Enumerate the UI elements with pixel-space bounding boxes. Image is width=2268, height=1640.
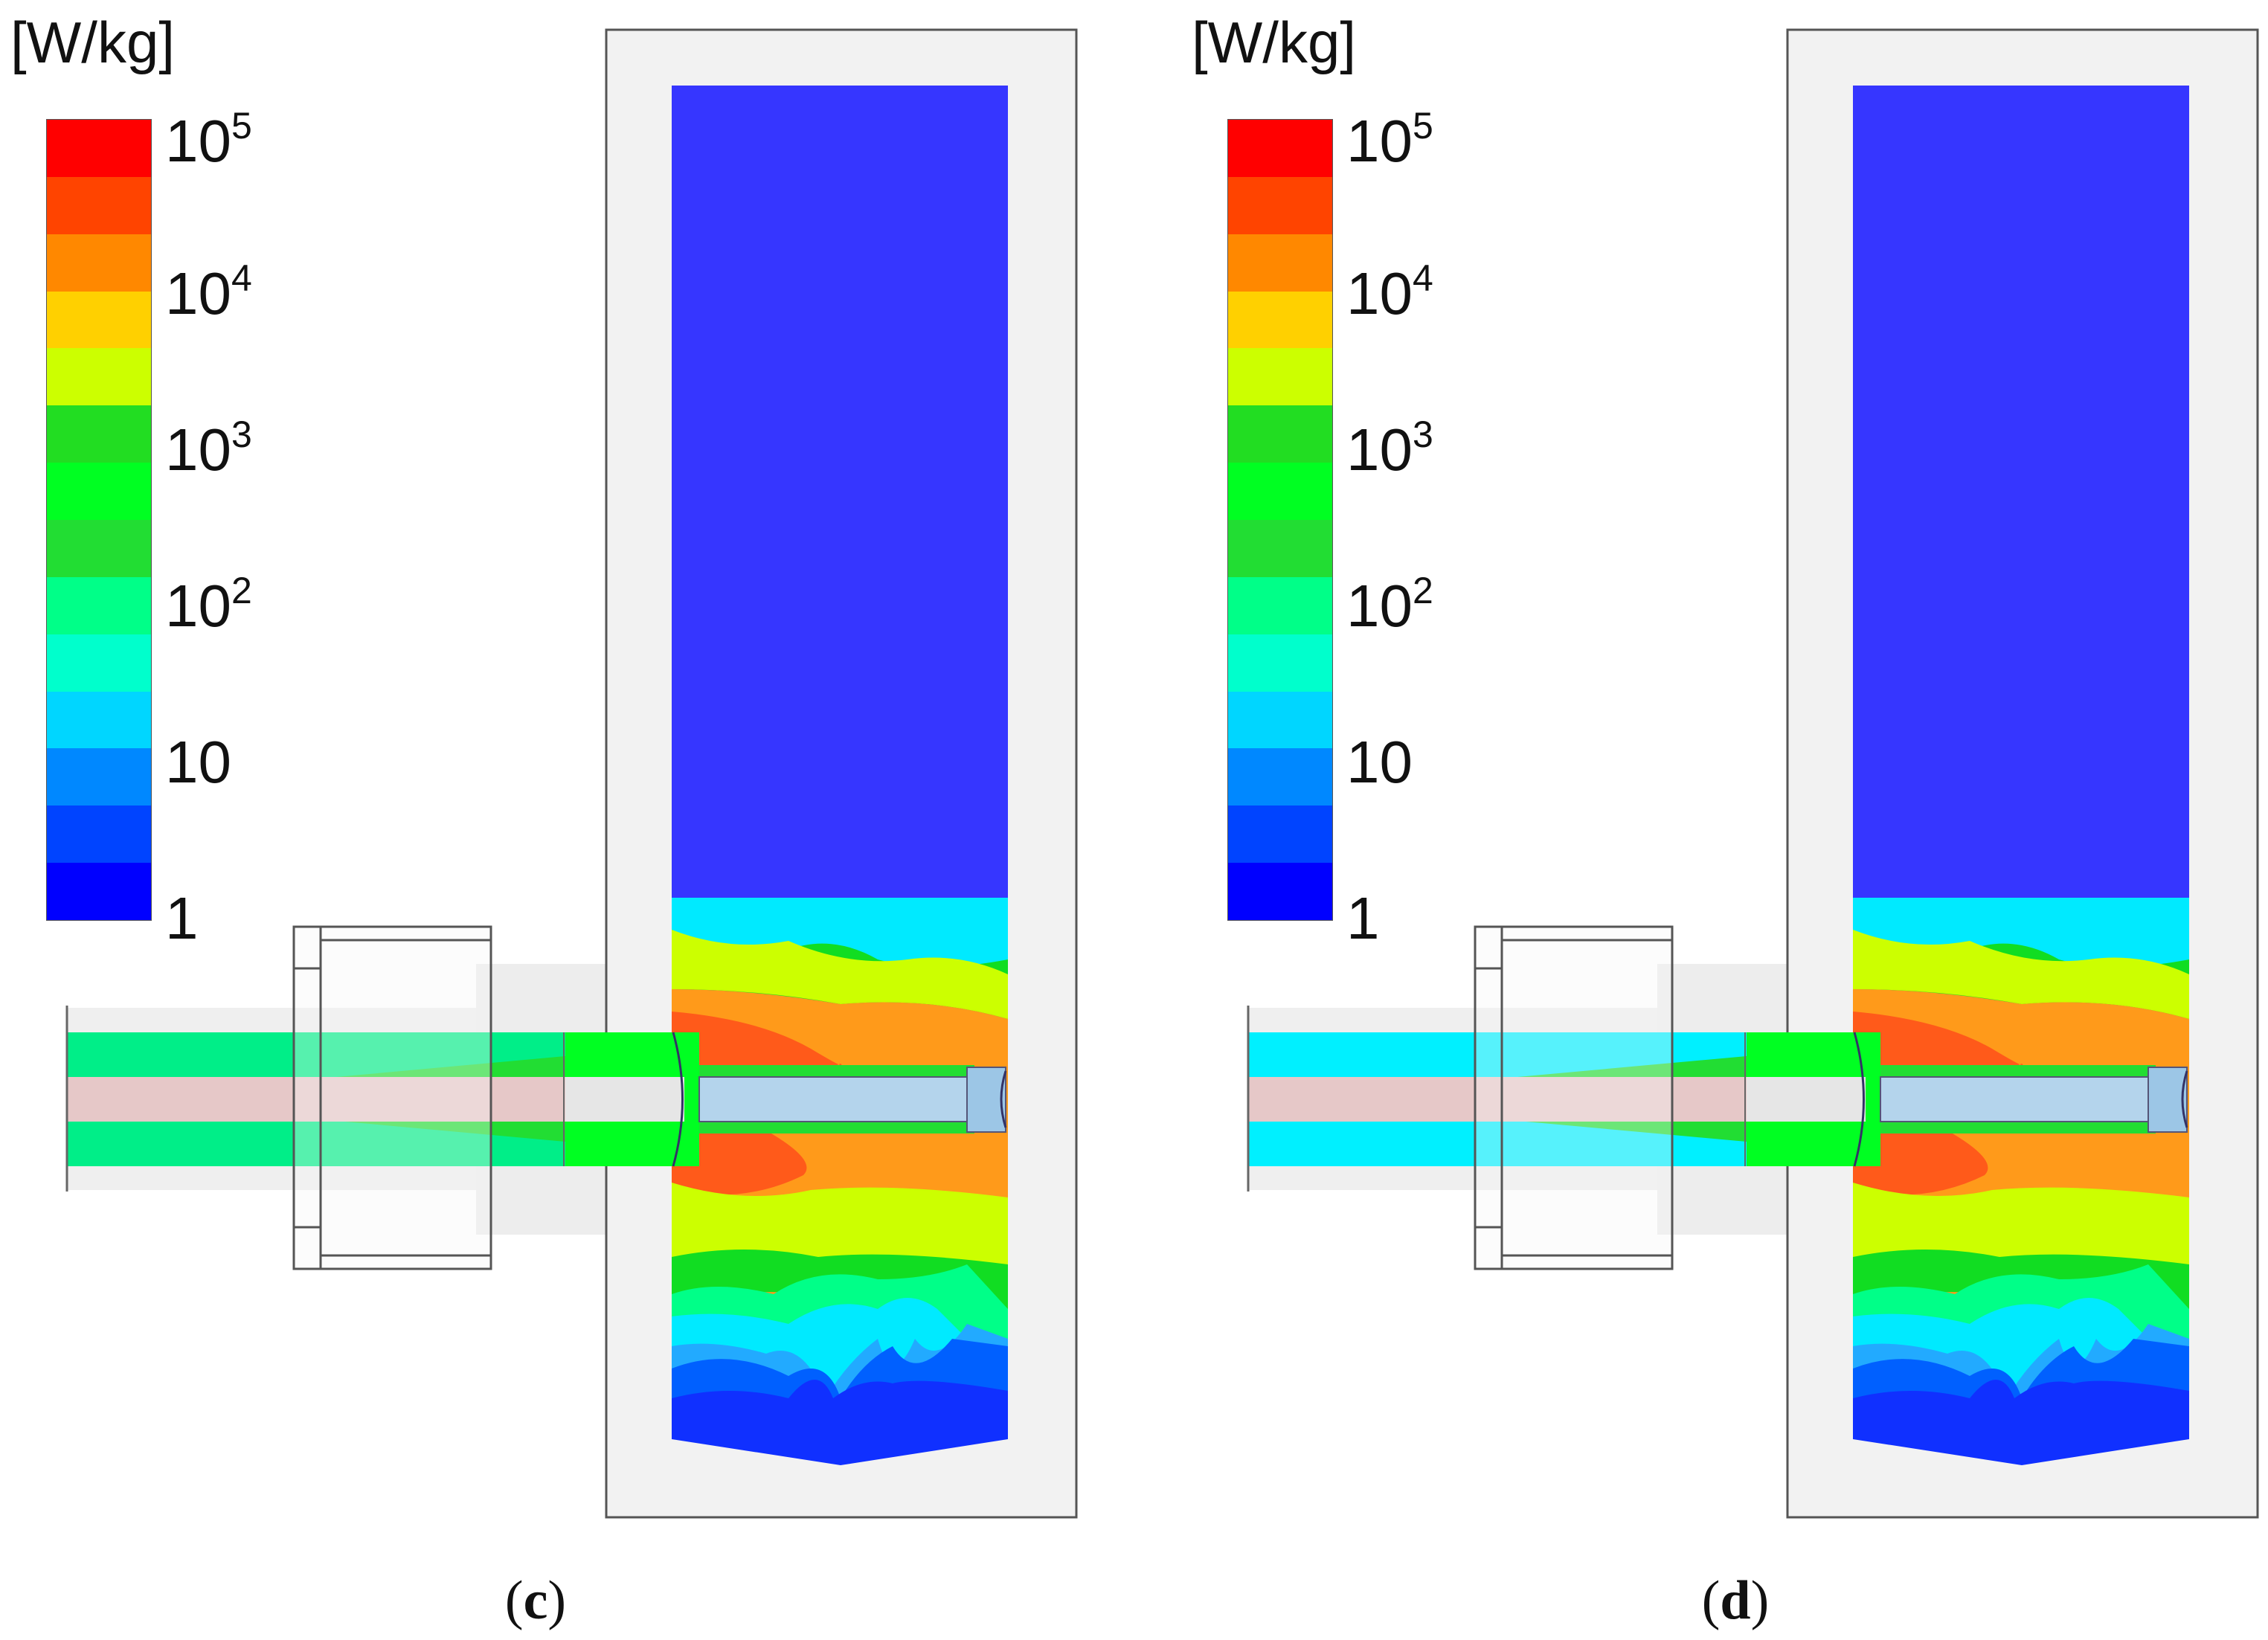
colorbar-step [47, 405, 151, 463]
colorbar-step [47, 576, 151, 634]
colorbar-step [1228, 234, 1332, 292]
tick-exponent: 5 [231, 105, 252, 147]
colorbar-step [47, 291, 151, 349]
field-band-yellow-upper [672, 930, 1008, 1019]
colorbar-step [1228, 348, 1332, 406]
tick-exponent: 2 [231, 570, 252, 611]
tick-base: 1 [165, 885, 199, 951]
panel-caption: (d) [1701, 1570, 1770, 1631]
colorbar-step [1228, 291, 1332, 349]
colorbar-step [1228, 176, 1332, 234]
tick-base: 10 [165, 573, 231, 639]
tick-exponent: 3 [1412, 414, 1433, 455]
colorbar-step [1228, 405, 1332, 463]
colorbar-step [1228, 691, 1332, 749]
colorbar-step [1228, 520, 1332, 577]
sar-distribution-plot [65, 28, 1078, 1519]
connector-body [1474, 925, 1674, 1270]
colorbar-tick-label: 104 [1346, 260, 1433, 324]
colorbar-step [47, 634, 151, 692]
colorbar-step [47, 176, 151, 234]
tick-exponent: 4 [231, 257, 252, 299]
colorbar-step [1228, 634, 1332, 692]
tick-base: 10 [1346, 108, 1413, 174]
colorbar-step [47, 863, 151, 921]
tick-base: 10 [1346, 417, 1413, 483]
tick-base: 1 [1346, 885, 1380, 951]
panel-caption: (c) [504, 1570, 567, 1631]
probe-core [1248, 1077, 1747, 1122]
tissue-bottom-chevron [1853, 1438, 2189, 1465]
colorbar-step [47, 463, 151, 521]
colorbar-unit-label: [W/kg] [10, 10, 176, 75]
tick-exponent: 4 [1412, 257, 1433, 299]
connector-flange [292, 925, 322, 1270]
tick-base: 10 [1346, 729, 1413, 795]
needle-tip-curve [1000, 1070, 1007, 1128]
colorbar-step [47, 120, 151, 177]
colorbar-step [1228, 805, 1332, 864]
tick-base: 10 [165, 729, 231, 795]
needle-body [698, 1076, 968, 1122]
sar-distribution-plot [1247, 28, 2259, 1519]
colorbar-tick-label: 10 [165, 733, 231, 792]
tick-base: 10 [1346, 573, 1413, 639]
tick-exponent: 3 [231, 414, 252, 455]
colorbar-tick-label: 102 [165, 572, 252, 639]
colorbar-tick-label: 1 [165, 889, 199, 948]
panel-c: [W/kg] 105 104 103 102 10 1 (c) [10, 10, 1078, 1631]
field-band-yellow-upper [1853, 930, 2189, 1019]
tissue-low-sar-region [1853, 86, 2189, 898]
colorbar-step [47, 748, 151, 806]
tick-base: 10 [165, 417, 231, 483]
tick-exponent: 5 [1412, 105, 1433, 147]
colorbar-step [47, 805, 151, 864]
tick-base: 10 [1346, 260, 1413, 327]
needle-tip [2147, 1067, 2188, 1133]
tick-exponent: 2 [1412, 570, 1433, 611]
tissue-bottom-chevron [672, 1438, 1008, 1465]
colorbar-step [1228, 576, 1332, 634]
connector-body [292, 925, 492, 1270]
field-band-deepblue [672, 1380, 1008, 1438]
colorbar-step [1228, 120, 1332, 177]
tissue-low-sar-region [672, 86, 1008, 898]
colorbar-step [47, 348, 151, 406]
colorbar-tick-label: 103 [165, 416, 252, 483]
colorbar-unit-label: [W/kg] [1192, 10, 1357, 75]
colorbar-step [47, 691, 151, 749]
colorbar [46, 119, 152, 921]
colorbar-tick-label: 10 [1346, 733, 1413, 792]
colorbar-step [1228, 463, 1332, 521]
colorbar-tick-label: 1 [1346, 889, 1380, 948]
field-band-deepblue [1853, 1380, 2189, 1438]
antenna-lens-curve [672, 1032, 684, 1167]
colorbar [1227, 119, 1333, 921]
colorbar-step [1228, 748, 1332, 806]
connector-flange [1474, 925, 1503, 1270]
field-band-red-lower [1853, 1131, 1988, 1195]
panel-d: [W/kg] 105 104 103 102 10 1 (d) [1181, 0, 2268, 1640]
antenna-gap [1747, 1077, 1866, 1122]
needle-body [1880, 1076, 2149, 1122]
field-band-red-lower [672, 1131, 807, 1195]
antenna-lens-curve [1853, 1032, 1865, 1167]
colorbar-step [47, 234, 151, 292]
colorbar-tick-label: 105 [165, 107, 252, 171]
tick-base: 10 [165, 260, 231, 327]
needle-tip-curve [2181, 1070, 2188, 1128]
colorbar-tick-label: 105 [1346, 107, 1433, 171]
colorbar-step [1228, 863, 1332, 921]
colorbar-tick-label: 102 [1346, 572, 1433, 639]
needle-tip [966, 1067, 1006, 1133]
colorbar-tick-label: 103 [1346, 416, 1433, 483]
antenna-gap [565, 1077, 684, 1122]
colorbar-step [47, 520, 151, 577]
probe-core [67, 1077, 565, 1122]
tick-base: 10 [165, 108, 231, 174]
colorbar-tick-label: 104 [165, 260, 252, 324]
